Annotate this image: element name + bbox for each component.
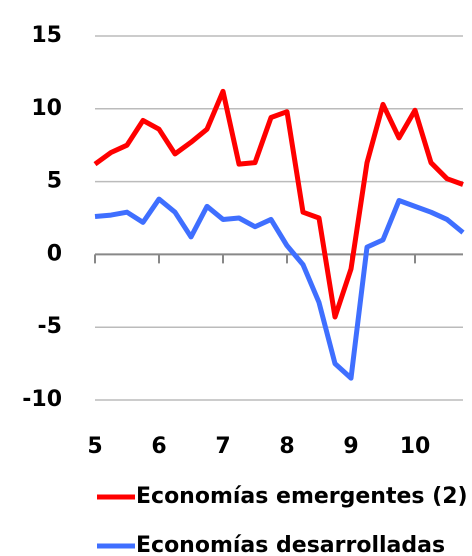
legend-label: Economías desarrolladas xyxy=(136,533,445,556)
x-tick-label: 9 xyxy=(343,434,358,459)
x-tick-label: 5 xyxy=(87,434,102,459)
series-line xyxy=(94,196,465,381)
y-tick-label: 10 xyxy=(31,96,62,121)
series-line xyxy=(93,88,464,320)
x-tick-label: 7 xyxy=(215,434,230,459)
legend-label: Economías emergentes (2) xyxy=(136,484,468,509)
x-tick-label: 8 xyxy=(279,434,294,459)
y-tick-label: -10 xyxy=(22,387,62,412)
y-tick-label: 5 xyxy=(47,169,62,194)
y-tick-label: 0 xyxy=(47,241,62,266)
y-tick-label: 15 xyxy=(31,23,62,48)
x-tick-label: 10 xyxy=(400,434,431,459)
y-tick-label: -5 xyxy=(38,314,62,339)
x-tick-label: 6 xyxy=(151,434,166,459)
